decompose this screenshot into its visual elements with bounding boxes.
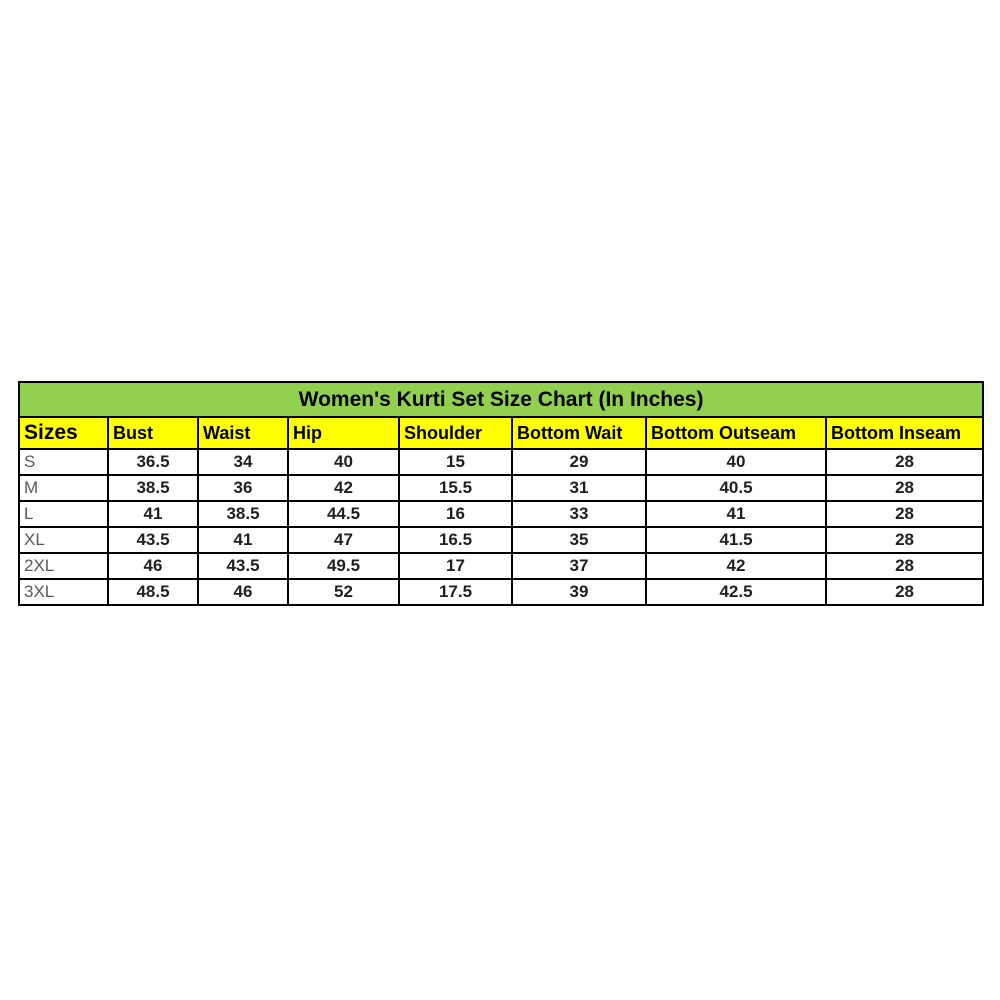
- value-cell: 15.5: [398, 474, 513, 502]
- value-cell: 43.5: [197, 552, 289, 580]
- value-cell: 48.5: [107, 578, 199, 606]
- size-label-cell: L: [18, 500, 109, 528]
- value-cell: 35: [511, 526, 647, 554]
- column-header-bust: Bust: [107, 416, 199, 450]
- value-cell: 16: [398, 500, 513, 528]
- size-chart-table: Women's Kurti Set Size Chart (In Inches)…: [17, 381, 985, 606]
- column-header-hip: Hip: [287, 416, 400, 450]
- value-cell: 28: [824, 500, 985, 528]
- value-cell: 16.5: [398, 526, 513, 554]
- size-label-cell: XL: [18, 526, 109, 554]
- value-cell: 28: [824, 448, 985, 476]
- value-cell: 17: [398, 552, 513, 580]
- column-header-waist: Waist: [197, 416, 289, 450]
- value-cell: 42: [287, 474, 400, 502]
- column-header-shoulder: Shoulder: [398, 416, 513, 450]
- size-label-cell: 2XL: [18, 552, 109, 580]
- header-row: Sizes Bust Waist Hip Shoulder Bottom Wait Bott…: [18, 416, 985, 450]
- table-row: S 36.5 34 40 15 29 40 28: [18, 448, 985, 476]
- table-body: S 36.5 34 40 15 29 40 28 M 38.5 36 42 15.5 31 40.5 28 L 4…: [18, 448, 985, 606]
- value-cell: 28: [824, 578, 985, 606]
- table-row: M 38.5 36 42 15.5 31 40.5 28: [18, 474, 985, 502]
- value-cell: 34: [197, 448, 289, 476]
- column-header-bottom-wait: Bottom Wait: [511, 416, 647, 450]
- value-cell: 38.5: [197, 500, 289, 528]
- value-cell: 40: [645, 448, 827, 476]
- size-label-cell: S: [18, 448, 109, 476]
- value-cell: 28: [824, 474, 985, 502]
- value-cell: 46: [107, 552, 199, 580]
- column-header-bottom-outseam: Bottom Outseam: [645, 416, 827, 450]
- value-cell: 46: [197, 578, 289, 606]
- value-cell: 41: [645, 500, 827, 528]
- column-header-sizes: Sizes: [18, 416, 109, 450]
- value-cell: 42.5: [645, 578, 827, 606]
- title-row: Women's Kurti Set Size Chart (In Inches): [17, 381, 985, 418]
- value-cell: 28: [824, 552, 985, 580]
- value-cell: 41: [107, 500, 199, 528]
- table-row: XL 43.5 41 47 16.5 35 41.5 28: [18, 526, 985, 554]
- value-cell: 42: [645, 552, 827, 580]
- value-cell: 38.5: [107, 474, 199, 502]
- table-title: Women's Kurti Set Size Chart (In Inches): [17, 381, 985, 418]
- value-cell: 29: [511, 448, 647, 476]
- value-cell: 28: [824, 526, 985, 554]
- size-label-cell: M: [18, 474, 109, 502]
- value-cell: 36: [197, 474, 289, 502]
- value-cell: 15: [398, 448, 513, 476]
- value-cell: 40: [287, 448, 400, 476]
- size-label-cell: 3XL: [18, 578, 109, 606]
- value-cell: 47: [287, 526, 400, 554]
- value-cell: 49.5: [287, 552, 400, 580]
- value-cell: 52: [287, 578, 400, 606]
- table-row: 3XL 48.5 46 52 17.5 39 42.5 28: [18, 578, 985, 606]
- value-cell: 41: [197, 526, 289, 554]
- table-row: L 41 38.5 44.5 16 33 41 28: [18, 500, 985, 528]
- value-cell: 44.5: [287, 500, 400, 528]
- value-cell: 36.5: [107, 448, 199, 476]
- value-cell: 40.5: [645, 474, 827, 502]
- value-cell: 37: [511, 552, 647, 580]
- column-header-bottom-inseam: Bottom Inseam: [824, 416, 985, 450]
- value-cell: 33: [511, 500, 647, 528]
- value-cell: 31: [511, 474, 647, 502]
- value-cell: 43.5: [107, 526, 199, 554]
- value-cell: 41.5: [645, 526, 827, 554]
- value-cell: 39: [511, 578, 647, 606]
- value-cell: 17.5: [398, 578, 513, 606]
- table-row: 2XL 46 43.5 49.5 17 37 42 28: [18, 552, 985, 580]
